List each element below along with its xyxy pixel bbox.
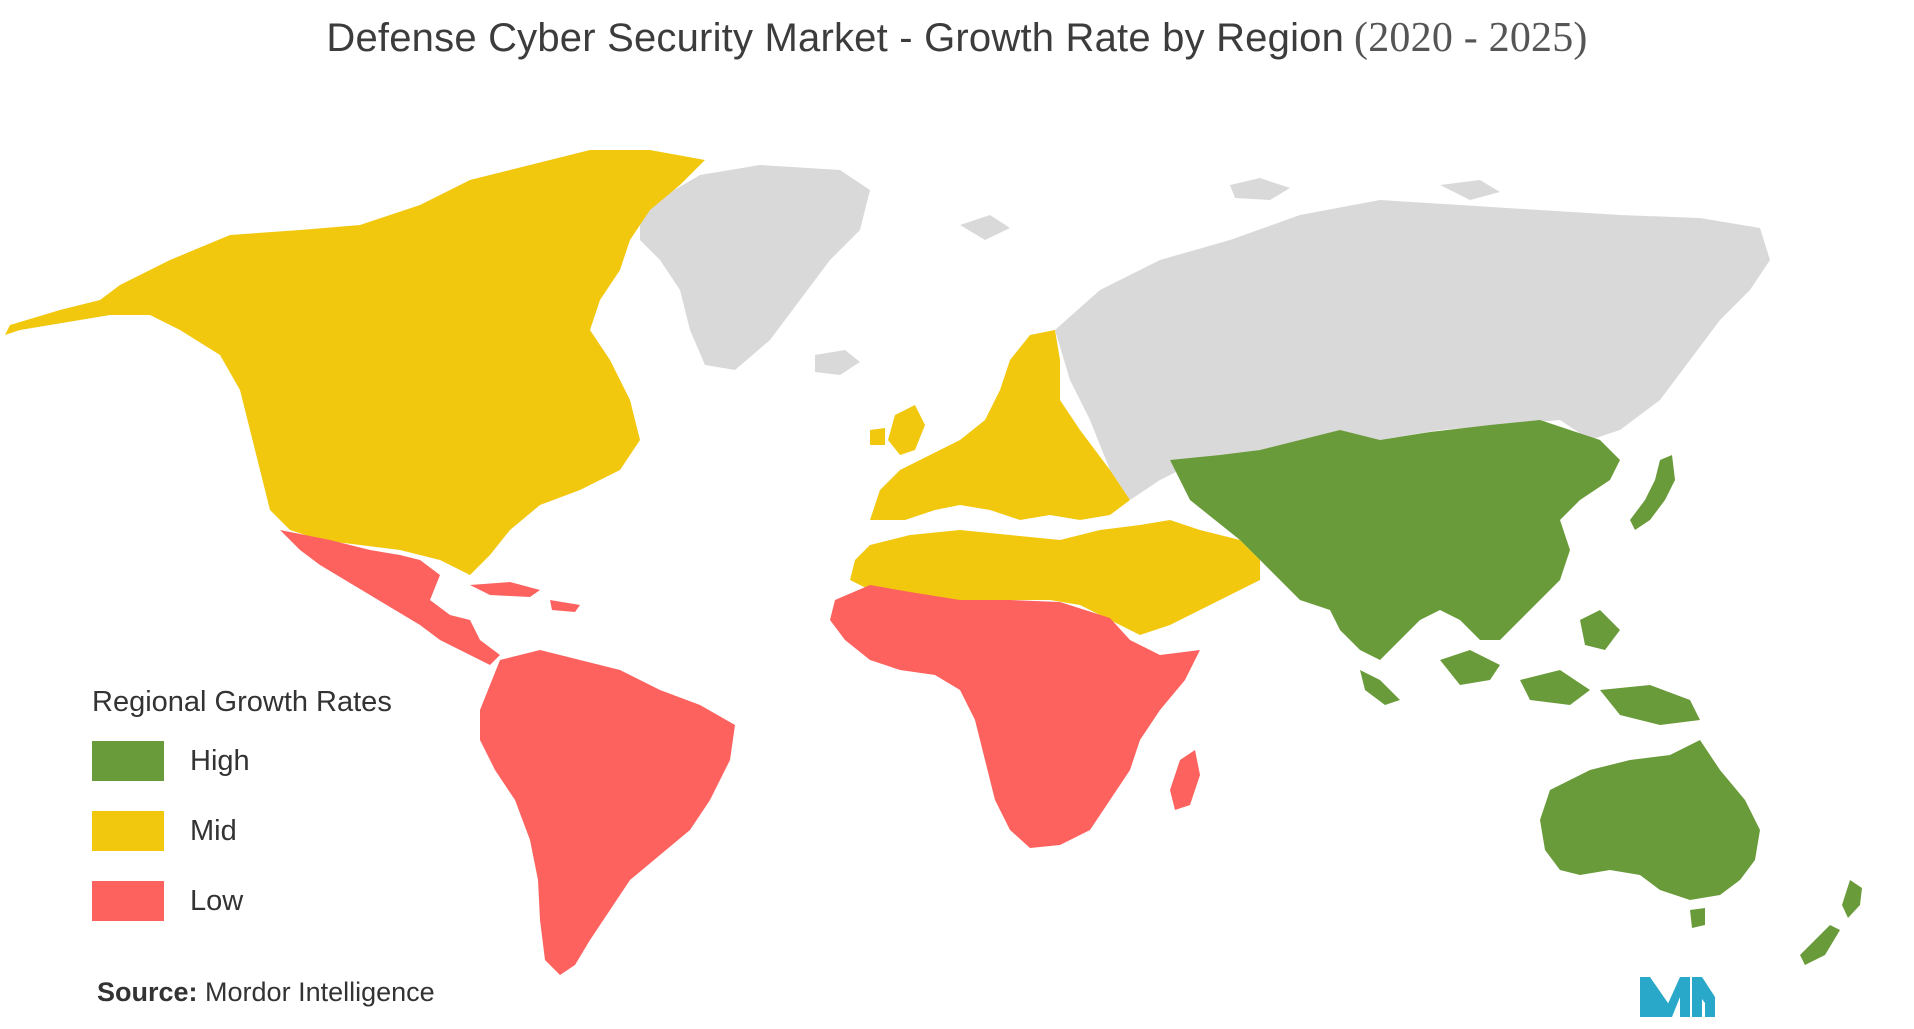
title-years: (2020 - 2025) — [1354, 15, 1588, 61]
region-africa — [830, 585, 1200, 848]
source-name: Mordor Intelligence — [205, 977, 435, 1007]
region-europe — [870, 330, 1130, 520]
title-text: Defense Cyber Security Market - Growth R… — [326, 16, 1345, 60]
legend-swatch-mid — [92, 811, 164, 851]
region-mena — [850, 520, 1260, 635]
legend-item-high: High — [92, 741, 392, 781]
region-russia — [1055, 200, 1770, 500]
region-japan — [1630, 455, 1675, 530]
region-southeast-asia — [1360, 610, 1700, 725]
legend: Regional Growth Rates High Mid Low — [92, 686, 392, 951]
region-australia — [1540, 740, 1760, 900]
region-south-america — [480, 650, 735, 975]
region-north-america — [5, 150, 705, 575]
region-central-america — [280, 530, 500, 665]
chart-title: Defense Cyber Security Market - Growth R… — [0, 14, 1914, 62]
legend-title: Regional Growth Rates — [92, 686, 392, 718]
region-caribbean — [470, 582, 580, 612]
mordor-logo-icon — [1640, 977, 1715, 1017]
source-note: Source: Mordor Intelligence — [97, 977, 435, 1008]
legend-item-mid: Mid — [92, 811, 392, 851]
legend-label-mid: Mid — [190, 814, 237, 847]
legend-swatch-high — [92, 741, 164, 781]
region-madagascar — [1170, 750, 1200, 810]
region-tasmania — [1690, 908, 1705, 928]
legend-label-low: Low — [190, 884, 244, 917]
region-greenland — [640, 165, 870, 370]
logo-mark — [1640, 977, 1715, 1017]
legend-swatch-low — [92, 881, 164, 921]
region-british-isles — [870, 405, 925, 455]
region-asia — [1170, 420, 1620, 660]
region-new-zealand — [1800, 880, 1862, 965]
region-iceland — [815, 350, 860, 375]
legend-item-low: Low — [92, 881, 392, 921]
source-label: Source: — [97, 977, 198, 1007]
legend-label-high: High — [190, 744, 250, 777]
